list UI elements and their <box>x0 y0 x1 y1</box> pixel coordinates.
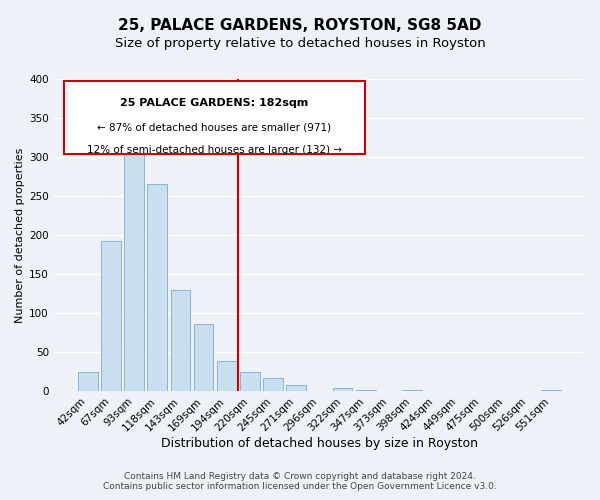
X-axis label: Distribution of detached houses by size in Royston: Distribution of detached houses by size … <box>161 437 478 450</box>
Bar <box>541 390 561 391</box>
Bar <box>333 388 352 391</box>
Text: ← 87% of detached houses are smaller (971): ← 87% of detached houses are smaller (97… <box>97 122 332 132</box>
Bar <box>101 240 121 391</box>
Text: Size of property relative to detached houses in Royston: Size of property relative to detached ho… <box>115 38 485 51</box>
Bar <box>124 135 144 391</box>
Bar <box>263 378 283 391</box>
Text: 25, PALACE GARDENS, ROYSTON, SG8 5AD: 25, PALACE GARDENS, ROYSTON, SG8 5AD <box>118 18 482 32</box>
Bar <box>402 390 422 391</box>
Text: 25 PALACE GARDENS: 182sqm: 25 PALACE GARDENS: 182sqm <box>121 98 308 108</box>
Bar <box>286 385 306 391</box>
Text: 12% of semi-detached houses are larger (132) →: 12% of semi-detached houses are larger (… <box>87 144 342 154</box>
Bar <box>148 184 167 391</box>
Bar <box>217 362 236 391</box>
FancyBboxPatch shape <box>64 80 365 154</box>
Text: Contains public sector information licensed under the Open Government Licence v3: Contains public sector information licen… <box>103 482 497 491</box>
Bar <box>78 372 98 391</box>
Y-axis label: Number of detached properties: Number of detached properties <box>15 148 25 322</box>
Bar <box>356 390 376 391</box>
Text: Contains HM Land Registry data © Crown copyright and database right 2024.: Contains HM Land Registry data © Crown c… <box>124 472 476 481</box>
Bar <box>170 290 190 391</box>
Bar <box>240 372 260 391</box>
Bar <box>194 324 214 391</box>
